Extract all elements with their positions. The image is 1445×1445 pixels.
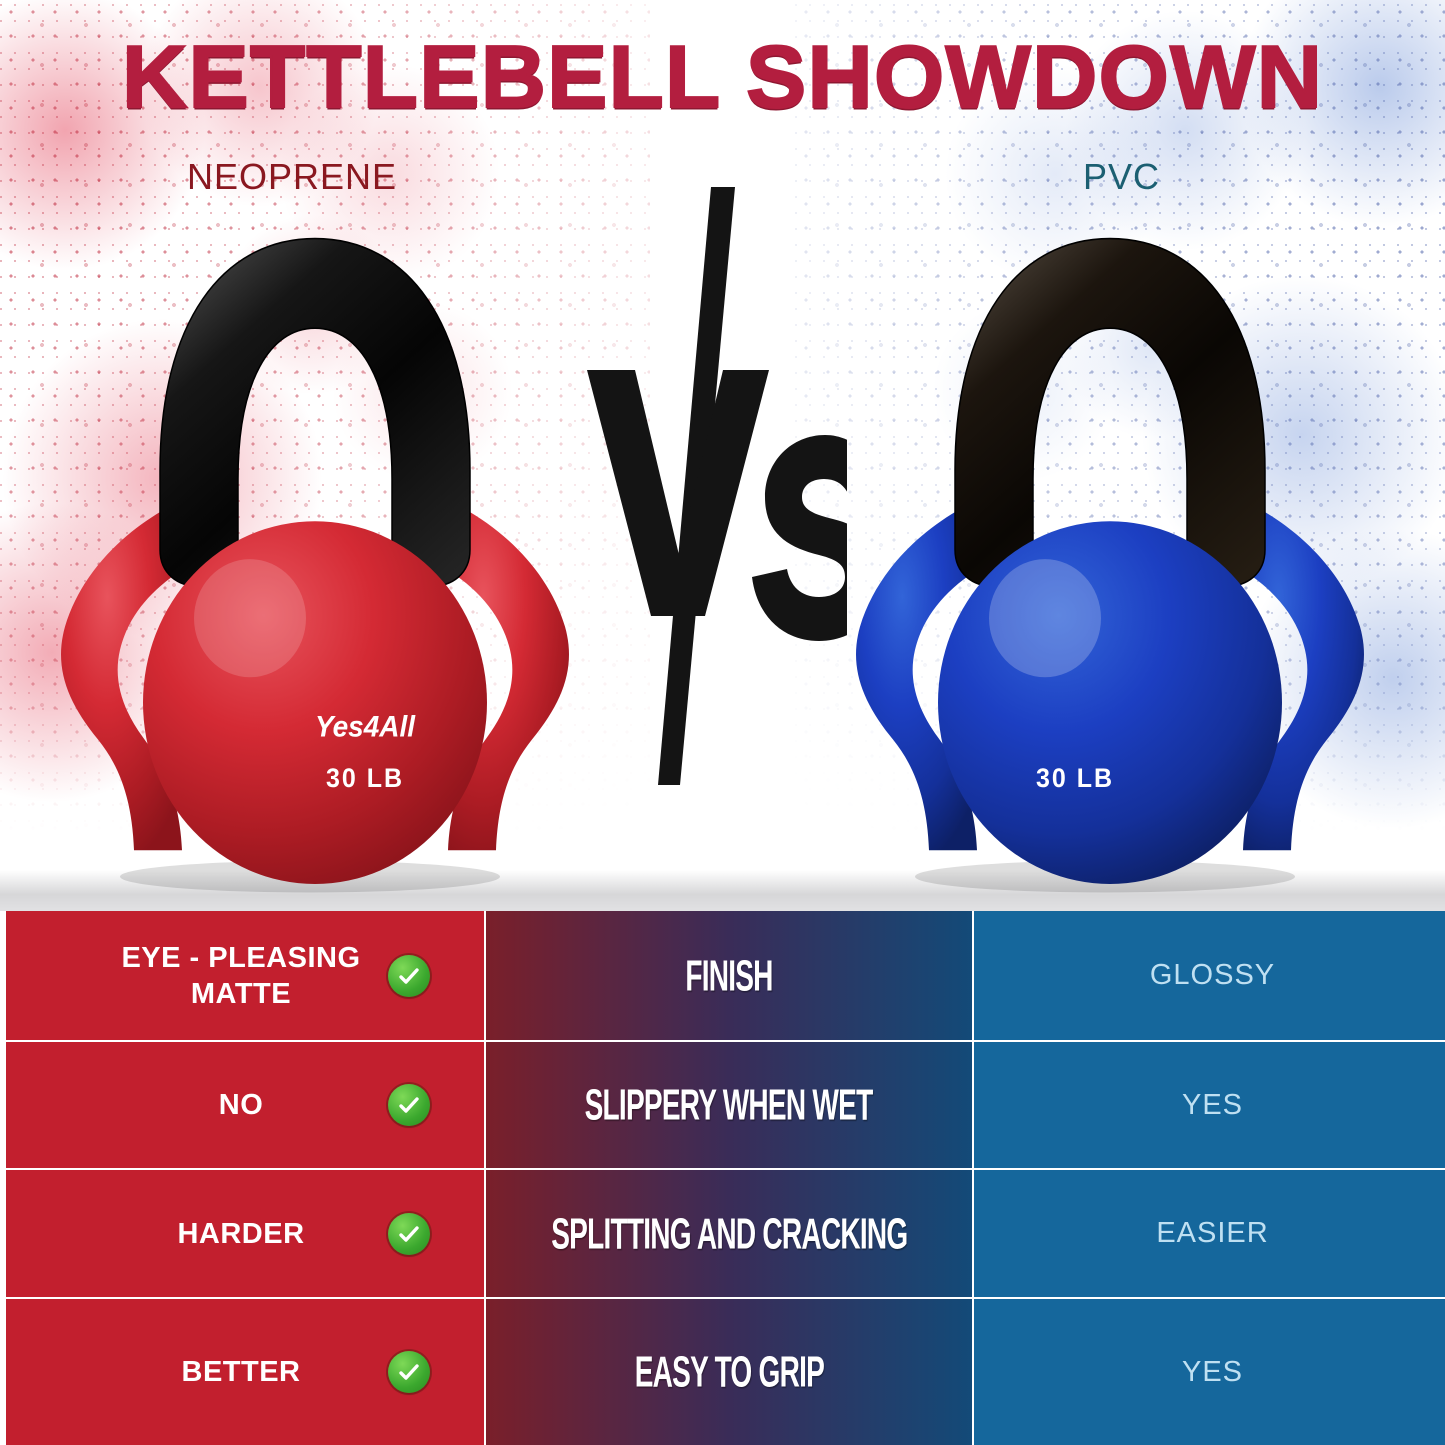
svg-text:30 LB: 30 LB bbox=[1036, 764, 1114, 793]
svg-text:Yes4All: Yes4All bbox=[315, 711, 416, 744]
svg-text:30 LB: 30 LB bbox=[326, 764, 404, 793]
